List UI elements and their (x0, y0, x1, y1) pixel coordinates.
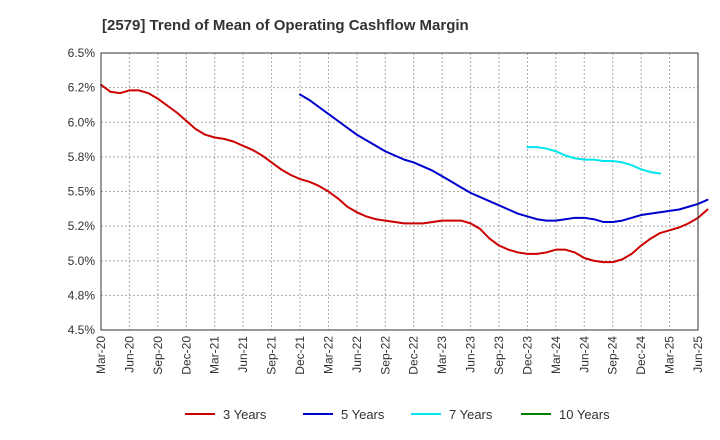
legend-label-10-years: 10 Years (559, 407, 610, 422)
x-tick-label: Sep-24 (606, 336, 620, 375)
x-tick-label: Sep-22 (378, 336, 392, 375)
x-tick-label: Jun-25 (691, 336, 705, 373)
x-tick-label: Jun-22 (350, 336, 364, 373)
legend-label-3-years: 3 Years (223, 407, 267, 422)
series-line-3-years (100, 83, 709, 264)
chart-title: [2579] Trend of Mean of Operating Cashfl… (102, 17, 469, 34)
legend: 3 Years 5 Years 7 Years 10 Years (185, 407, 610, 422)
x-tick-label: Sep-21 (265, 336, 279, 375)
plot-area-frame (100, 52, 699, 331)
x-tick-label: Jun-20 (122, 336, 136, 373)
y-tick-label: 4.5% (68, 323, 96, 337)
x-tick-label: Dec-21 (293, 336, 307, 375)
y-tick-label: 6.0% (68, 115, 96, 129)
series-line-5-years (299, 93, 709, 223)
y-axis-ticks: 4.5% 4.8% 5.0% 5.2% 5.5% 5.8% 6.0% 6.2% 6.5% (68, 46, 96, 337)
x-tick-label: Jun-21 (236, 336, 250, 373)
grid-lines (101, 53, 698, 330)
x-tick-label: Sep-20 (151, 336, 165, 375)
x-tick-label: Dec-23 (520, 336, 534, 375)
x-tick-label: Jun-24 (577, 336, 591, 373)
series-lines (100, 83, 709, 264)
x-axis-ticks: Mar-20 Jun-20 Sep-20 Dec-20 Mar-21 Jun-21 Sep-… (94, 336, 705, 375)
x-tick-label: Jun-23 (464, 336, 478, 373)
x-tick-label: Dec-22 (407, 336, 421, 375)
y-tick-label: 5.0% (68, 254, 96, 268)
series-line-7-years (526, 146, 662, 175)
legend-label-7-years: 7 Years (449, 407, 493, 422)
x-tick-label: Mar-23 (435, 336, 449, 374)
x-tick-label: Mar-21 (208, 336, 222, 374)
y-tick-label: 5.8% (68, 150, 96, 164)
y-tick-label: 6.5% (68, 46, 96, 60)
y-tick-label: 5.2% (68, 219, 96, 233)
x-tick-label: Mar-24 (549, 336, 563, 374)
y-tick-label: 5.5% (68, 185, 96, 199)
x-tick-label: Mar-22 (321, 336, 335, 374)
x-tick-label: Dec-24 (634, 336, 648, 375)
x-tick-label: Dec-20 (179, 336, 193, 375)
x-tick-label: Mar-20 (94, 336, 108, 374)
x-tick-label: Sep-23 (492, 336, 506, 375)
legend-label-5-years: 5 Years (341, 407, 385, 422)
y-tick-label: 4.8% (68, 288, 96, 302)
x-tick-label: Mar-25 (663, 336, 677, 374)
y-tick-label: 6.2% (68, 81, 96, 95)
